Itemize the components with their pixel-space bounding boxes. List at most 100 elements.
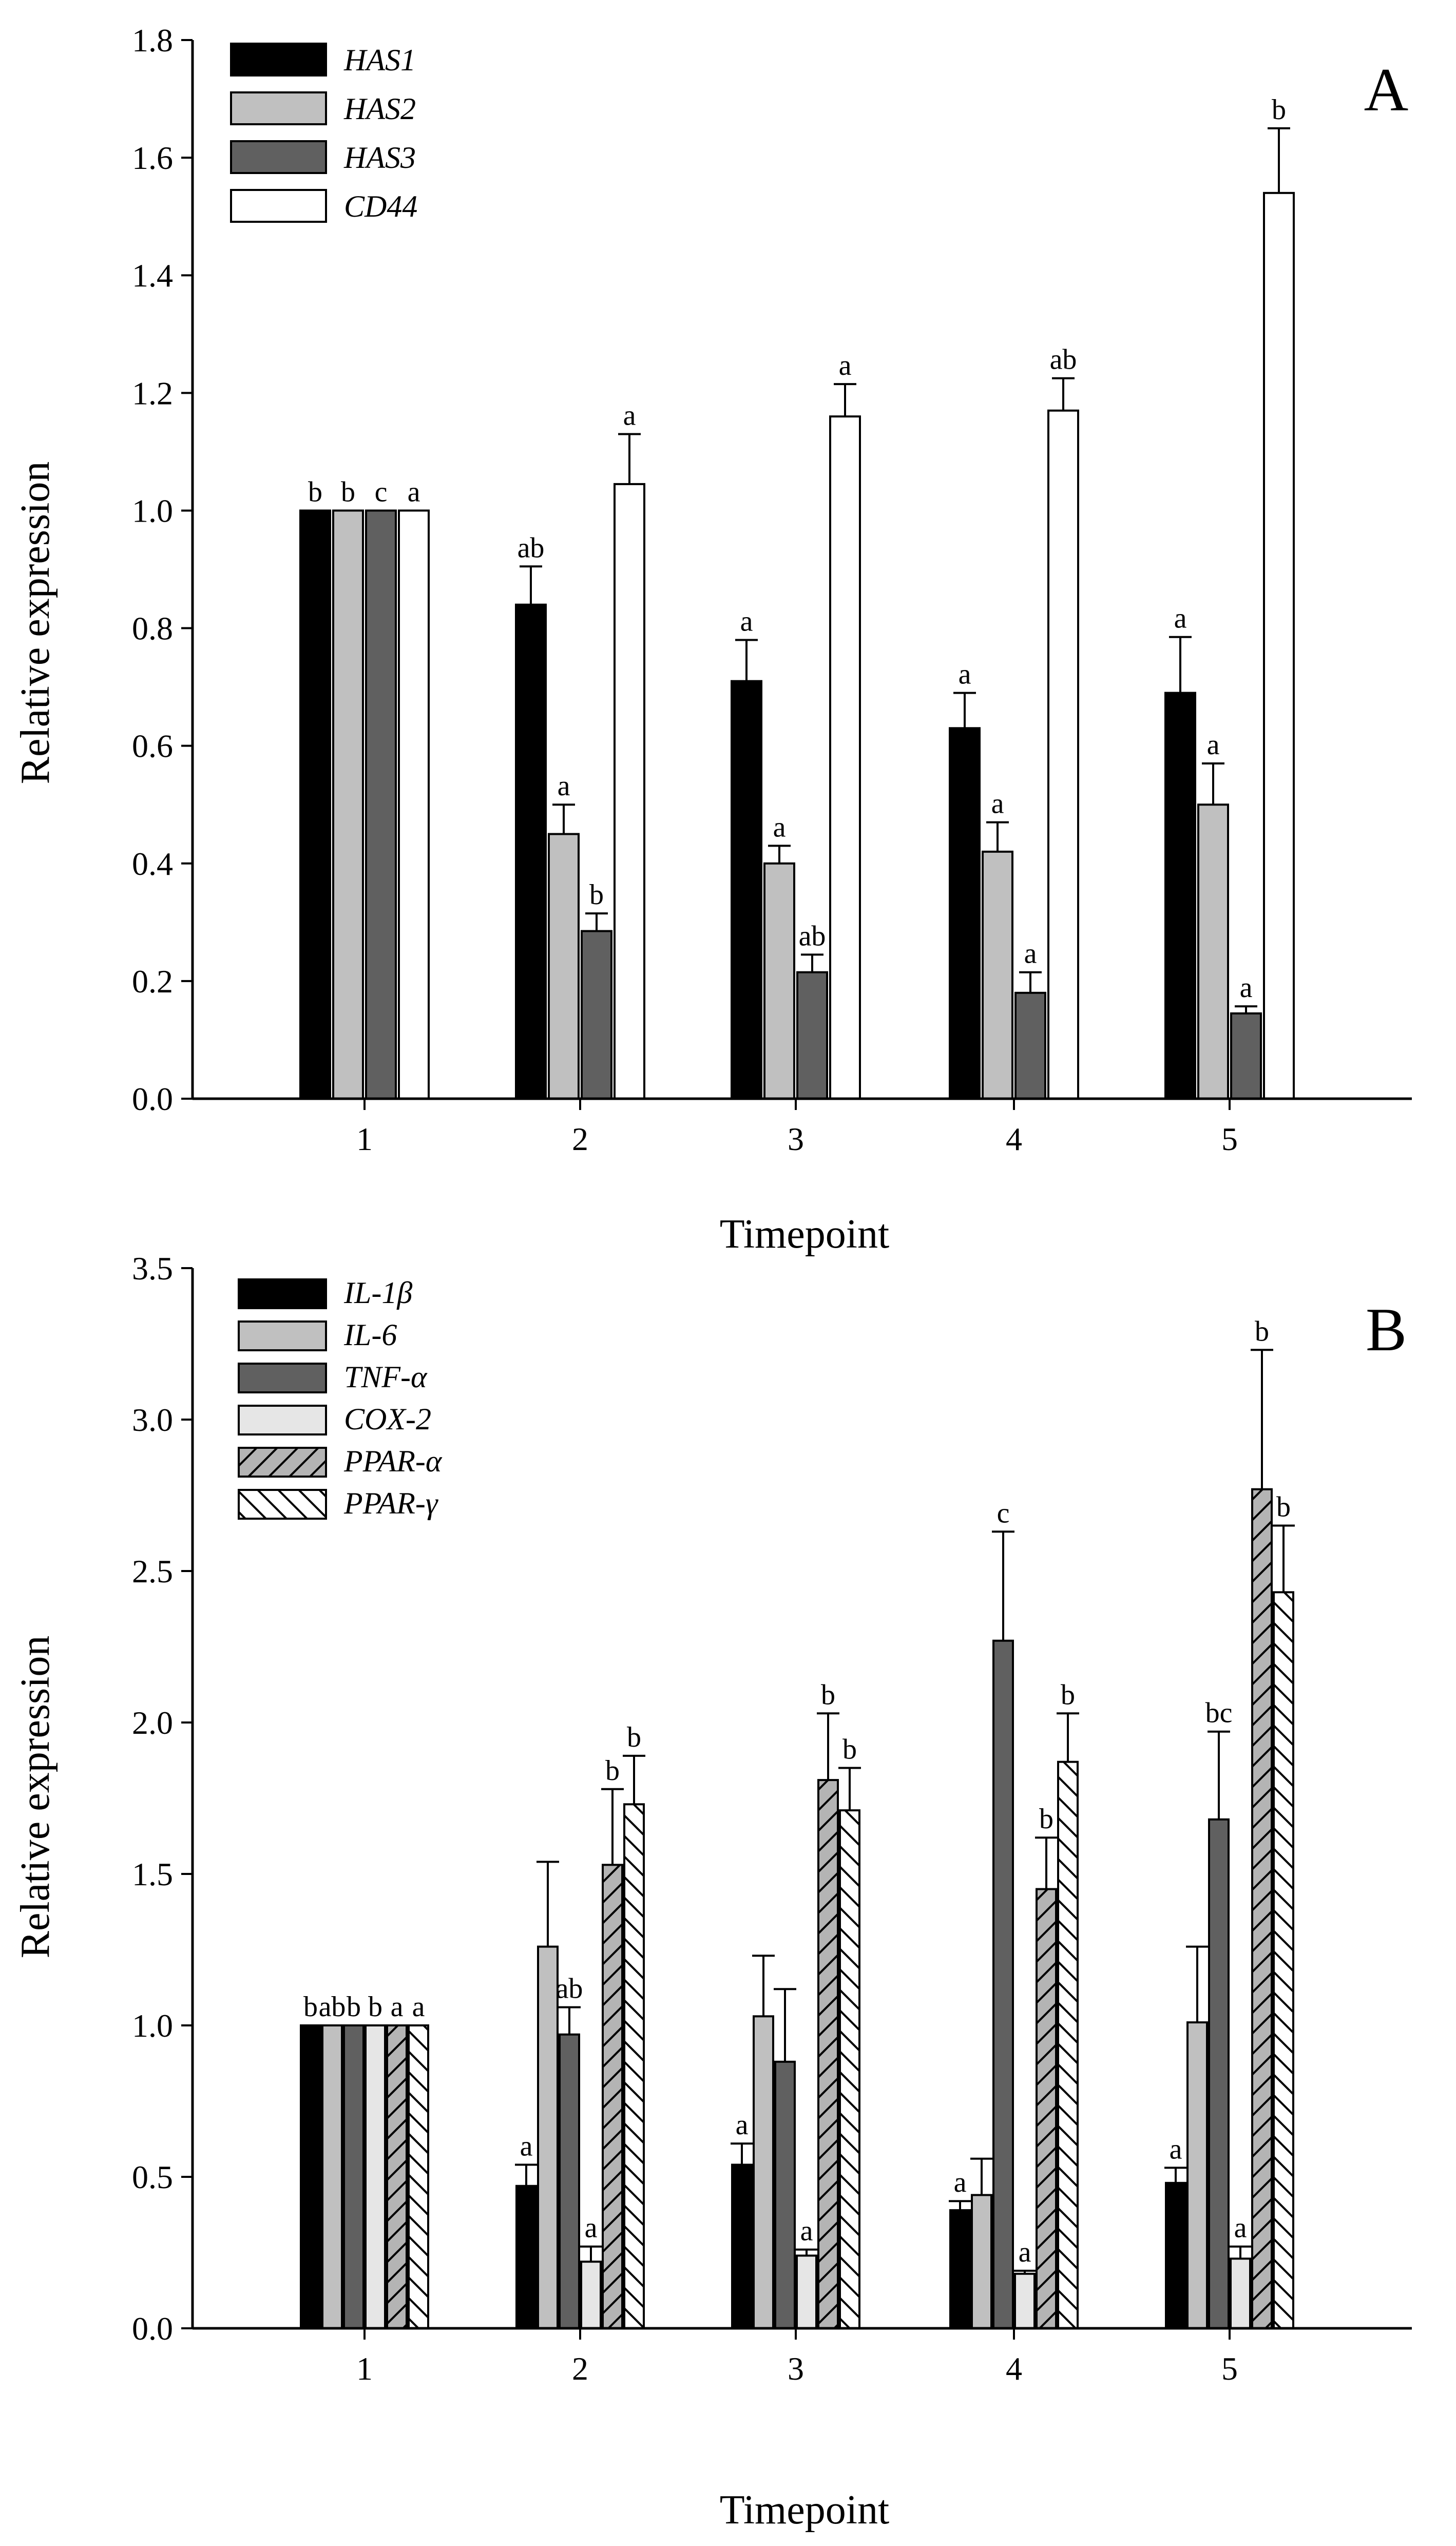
panel-b-x-tick-label: 4 bbox=[1006, 2350, 1022, 2387]
panel-a-legend-swatch bbox=[230, 91, 327, 125]
panel-a-x-tick-label: 5 bbox=[1221, 1121, 1238, 1157]
panel-a-y-tick-label: 1.8 bbox=[132, 22, 173, 59]
panel-a-legend-label: CD44 bbox=[344, 189, 417, 223]
panel-b-bar-ppar-t3 bbox=[839, 1809, 860, 2330]
panel-b-y-tick-label: 2.0 bbox=[132, 1705, 173, 1741]
panel-a-legend-swatch bbox=[230, 189, 327, 223]
panel-a-significance-letter: a bbox=[1207, 729, 1220, 761]
panel-b-legend-label: PPAR-α bbox=[343, 1444, 443, 1478]
panel-a-legend-label: HAS2 bbox=[343, 92, 416, 126]
panel-a-legend-label: HAS3 bbox=[343, 141, 416, 175]
panel-b-significance-letter: c bbox=[997, 1497, 1010, 1529]
panel-a-significance-letter: a bbox=[991, 788, 1004, 820]
panel-a-significance-letter: b bbox=[341, 476, 355, 508]
panel-a-bar-cd44-t4 bbox=[1047, 409, 1079, 1100]
panel-a-significance-letter: ab bbox=[518, 532, 545, 564]
panel-b-bar-ppar-t2 bbox=[602, 1864, 623, 2330]
panel-a-bar-has2-t4 bbox=[982, 850, 1013, 1100]
panel-b-significance-letter: b bbox=[627, 1721, 641, 1753]
panel-a-significance-letter: a bbox=[408, 476, 420, 508]
panel-a-significance-letter: c bbox=[375, 476, 388, 508]
panel-b-bar-il6-t2 bbox=[537, 1945, 559, 2330]
panel-a-significance-letter: b bbox=[308, 476, 322, 508]
panel-a-bar-has3-t1 bbox=[365, 509, 397, 1100]
panel-a-bar-cd44-t2 bbox=[614, 483, 645, 1100]
panel-a-letter: A bbox=[1364, 55, 1409, 124]
panel-b-significance-letter: a bbox=[520, 2130, 533, 2162]
panel-b-significance-letter: ab bbox=[556, 1973, 583, 2005]
panel-b-bar-il6-t4 bbox=[971, 2194, 992, 2329]
panel-b-significance-letter: b bbox=[605, 1755, 620, 1787]
panel-a-x-tick-label: 1 bbox=[356, 1121, 373, 1157]
panel-b-y-tick-label: 0.0 bbox=[132, 2310, 173, 2347]
panel-a-significance-letter: a bbox=[839, 350, 852, 381]
panel-b-significance-letter: a bbox=[1170, 2133, 1182, 2165]
panel-a-y-tick-label: 0.6 bbox=[132, 728, 173, 764]
panel-a-bar-has3-t5 bbox=[1230, 1012, 1262, 1100]
panel-b-significance-letter: b bbox=[1061, 1679, 1075, 1711]
panel-b-bar-ppar-t2 bbox=[623, 1803, 645, 2330]
panel-a-y-tick-label: 0.0 bbox=[132, 1081, 173, 1117]
panel-a-significance-letter: a bbox=[773, 811, 786, 843]
panel-a-bar-has1-t5 bbox=[1164, 692, 1196, 1100]
panel-b-legend-label: PPAR-γ bbox=[343, 1486, 438, 1520]
panel-b-legend-label: IL-1β bbox=[343, 1276, 412, 1310]
panel-b-x-axis-title: Timepoint bbox=[720, 2487, 889, 2533]
panel-a-y-tick-label: 1.4 bbox=[132, 257, 173, 294]
panel-b-legend: IL-1β IL-6 TNF-α COX-2 PPAR-α PPAR-γ bbox=[238, 1276, 443, 1520]
panel-b-significance-letter: b bbox=[303, 1991, 318, 2023]
panel-a-significance-letter: a bbox=[1240, 972, 1253, 1004]
panel-a-significance-letter: ab bbox=[799, 920, 826, 952]
panel-b-bar-il1-t3 bbox=[731, 2164, 753, 2329]
panel-a-y-tick-label: 0.8 bbox=[132, 610, 173, 647]
panel-a-y-axis-title: Relative expression bbox=[13, 462, 58, 784]
panel-b-bar-il6-t1 bbox=[321, 2024, 343, 2329]
panel-b-significance-letter: b bbox=[1255, 1315, 1269, 1347]
panel-a-y-tick-label: 1.0 bbox=[132, 492, 173, 529]
panel-b-significance-letter: a bbox=[391, 1991, 404, 2023]
panel-a-y-tick-label: 0.2 bbox=[132, 963, 173, 1000]
panel-a-significance-letter: a bbox=[558, 770, 570, 802]
panel-b-significance-letter: a bbox=[800, 2215, 813, 2247]
panel-a-bar-has2-t3 bbox=[763, 862, 795, 1100]
panel-b-bar-ppar-t5 bbox=[1251, 1488, 1273, 2329]
panel-b-bars bbox=[300, 1488, 1294, 2330]
panel-b-bar-ppar-t3 bbox=[817, 1779, 839, 2330]
panel-b-bar-il1-t4 bbox=[949, 2209, 971, 2329]
panel-a-significance-letter: a bbox=[740, 605, 753, 637]
panel-a-bar-has3-t2 bbox=[581, 930, 612, 1100]
panel-b-legend-swatch bbox=[238, 1489, 327, 1520]
panel-a-bar-has1-t3 bbox=[731, 680, 762, 1100]
panel-b-y-tick-label: 3.5 bbox=[132, 1250, 173, 1287]
panel-b-legend-label: TNF-α bbox=[344, 1360, 428, 1394]
panel-b-bar-cox2-t3 bbox=[796, 2254, 817, 2329]
panel-b-significance-letter: b bbox=[368, 1991, 382, 2023]
panel-a-axes: 0.0 0.2 0.4 0.6 0.8 1.0 1.2 1.4 1.6 1.8 1 2 3 4 5 bbox=[132, 22, 1412, 1157]
panel-b-significance-letter: ab bbox=[319, 1991, 346, 2023]
panel-a-significance-letter: a bbox=[959, 659, 971, 691]
panel-b-bar-il6-t5 bbox=[1186, 2021, 1208, 2330]
panel-a-bar-cd44-t5 bbox=[1263, 192, 1295, 1100]
panel-b-legend-label: IL-6 bbox=[343, 1318, 397, 1352]
panel-b-bar-cox2-t5 bbox=[1230, 2257, 1251, 2329]
panel-b-bar-ppar-t1 bbox=[386, 2024, 408, 2329]
panel-b-legend-swatch bbox=[238, 1320, 327, 1351]
panel-b-significance-letter: bc bbox=[1205, 1697, 1233, 1729]
panel-b-legend-label: COX-2 bbox=[344, 1402, 431, 1436]
panel-b-significance-letter: a bbox=[1019, 2236, 1031, 2268]
panel-a-legend-swatch bbox=[230, 140, 327, 174]
panel-b-significance-letter: b bbox=[821, 1679, 835, 1711]
panel-a-significance-letter: a bbox=[623, 400, 636, 432]
panel-b-x-tick-label: 3 bbox=[788, 2350, 804, 2387]
panel-a-significance-letter: a bbox=[1174, 603, 1187, 635]
panel-a-x-tick-label: 3 bbox=[788, 1121, 804, 1157]
panel-b-x-tick-label: 1 bbox=[356, 2350, 373, 2387]
panel-b-bar-tnf-t4 bbox=[992, 1639, 1014, 2329]
panel-b-bar-il1-t1 bbox=[300, 2024, 321, 2329]
panel-a-bar-has3-t4 bbox=[1014, 991, 1046, 1100]
panel-a-legend-label: HAS1 bbox=[343, 43, 416, 77]
panel-b-significance-letter: b bbox=[842, 1734, 857, 1766]
